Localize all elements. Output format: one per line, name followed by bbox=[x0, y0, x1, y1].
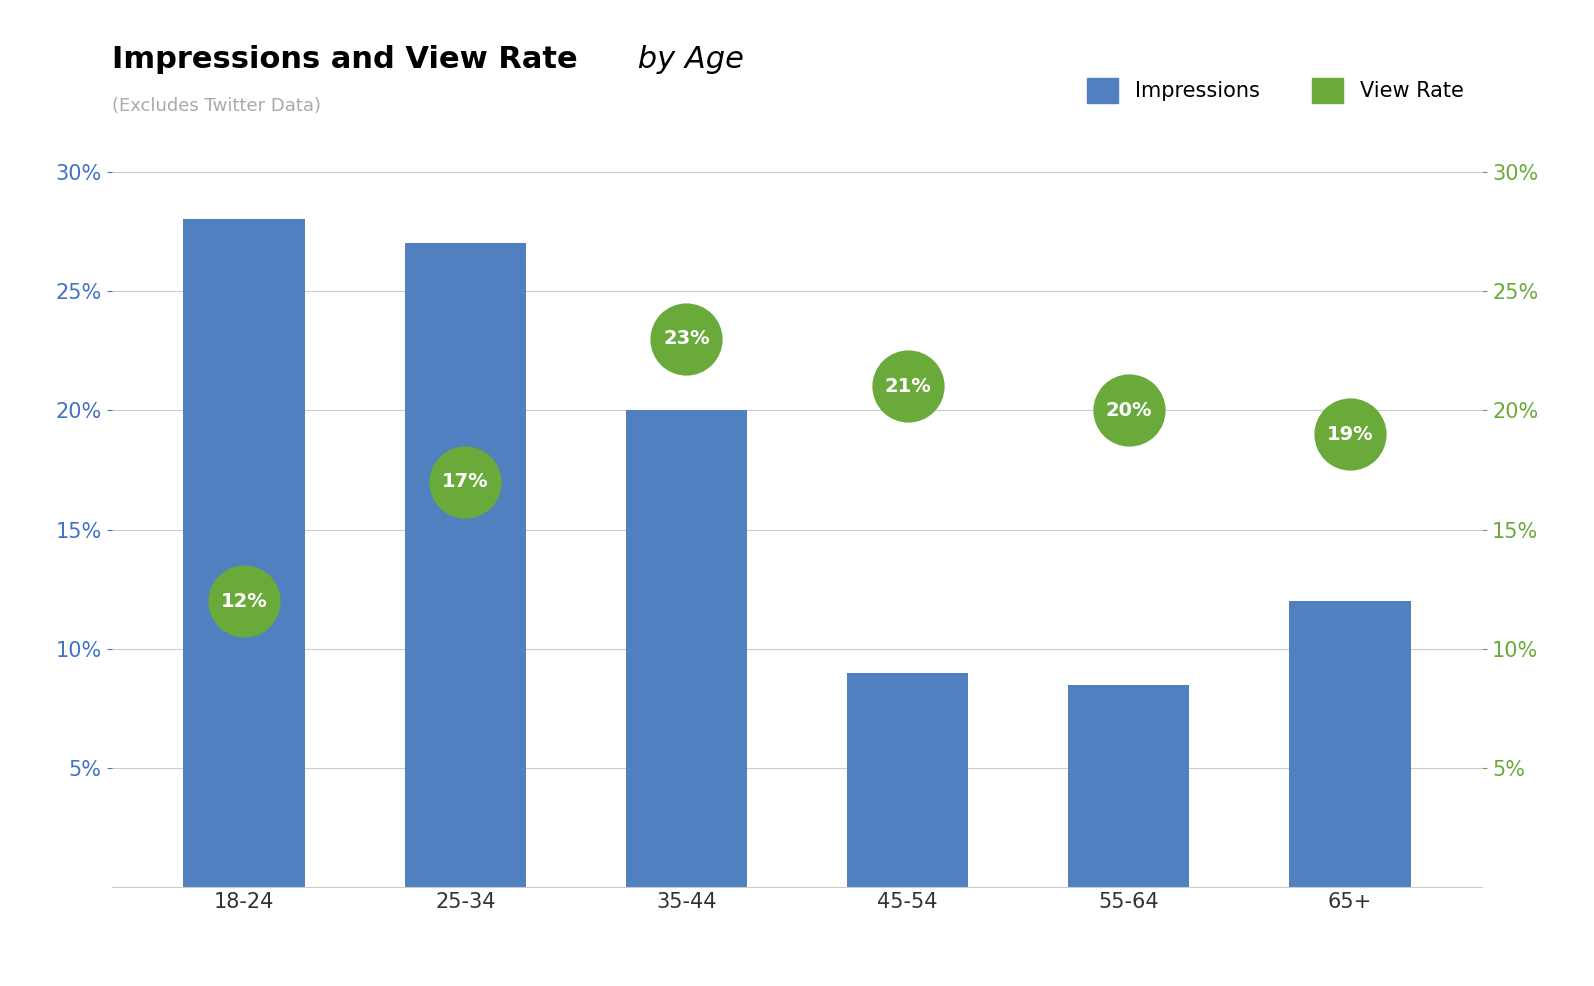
Bar bbox=[183, 220, 304, 887]
Bar bbox=[846, 672, 969, 887]
Text: 17%: 17% bbox=[442, 472, 489, 491]
Text: 20%: 20% bbox=[1105, 400, 1152, 420]
Legend: Impressions, View Rate: Impressions, View Rate bbox=[1079, 70, 1471, 111]
Bar bbox=[1068, 684, 1189, 887]
Text: 21%: 21% bbox=[885, 377, 931, 396]
Text: 23%: 23% bbox=[663, 329, 709, 348]
Text: (Excludes Twitter Data): (Excludes Twitter Data) bbox=[112, 97, 320, 114]
Text: 19%: 19% bbox=[1326, 425, 1372, 444]
Bar bbox=[405, 244, 526, 887]
Bar bbox=[1290, 601, 1411, 887]
Text: 12%: 12% bbox=[222, 592, 268, 610]
Bar bbox=[626, 410, 748, 887]
Text: by Age: by Age bbox=[628, 45, 744, 74]
Text: Impressions and View Rate: Impressions and View Rate bbox=[112, 45, 577, 74]
